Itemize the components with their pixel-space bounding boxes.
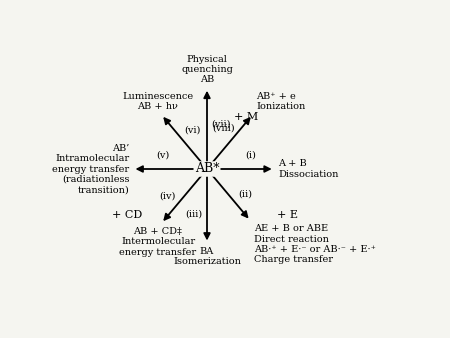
Text: Luminescence
AB + hν: Luminescence AB + hν (122, 92, 194, 111)
Text: + M: + M (234, 112, 258, 122)
Text: AB + CD‡
Intermolecular
energy transfer: AB + CD‡ Intermolecular energy transfer (119, 227, 197, 257)
Text: (iii): (iii) (185, 209, 202, 218)
Text: BA
Isomerization: BA Isomerization (173, 247, 241, 266)
Text: (i): (i) (246, 151, 256, 160)
Text: Physical
quenching
AB: Physical quenching AB (181, 55, 233, 84)
Text: (viii): (viii) (213, 123, 235, 132)
Text: (iv): (iv) (159, 191, 175, 200)
Text: + CD: + CD (112, 210, 142, 220)
Text: (ii): (ii) (238, 190, 252, 198)
Text: A + B
Dissociation: A + B Dissociation (278, 159, 338, 179)
Text: + E: + E (277, 210, 298, 220)
Text: AE + B or ABE
Direct reaction
AB·⁺ + E·⁻ or AB·⁻ + E·⁺
Charge transfer: AE + B or ABE Direct reaction AB·⁺ + E·⁻… (254, 224, 376, 264)
Text: AB⁺ + e
Ionization: AB⁺ + e Ionization (256, 92, 305, 111)
Text: (vi): (vi) (184, 126, 200, 135)
Text: (v): (v) (156, 151, 169, 160)
Text: (vii): (vii) (211, 120, 230, 129)
Text: AB’
Intramolecular
energy transfer
(radiationless
transition): AB’ Intramolecular energy transfer (radi… (52, 144, 129, 194)
Text: AB*: AB* (195, 163, 219, 175)
